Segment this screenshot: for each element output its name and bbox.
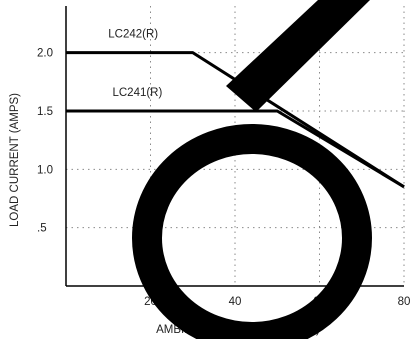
- x-tick-label-1: 40: [229, 296, 242, 308]
- series-line-0: [66, 51, 405, 189]
- y-tick-labels: .5 1.0 1.5 2.0: [37, 48, 53, 235]
- y-axis-label: LOAD CURRENT (AMPS): [9, 93, 21, 227]
- series-line-1: [66, 109, 405, 189]
- series-label-0: LC242(R): [108, 29, 158, 41]
- overlay-stroke: [226, 0, 370, 112]
- y-tick-label-2: 1.5: [37, 106, 53, 118]
- series-labels: LC242(R) LC241(R): [108, 29, 162, 99]
- overlay-ring: [132, 124, 372, 339]
- y-tick-label-0: .5: [37, 223, 47, 235]
- series-label-1: LC241(R): [112, 87, 162, 99]
- x-tick-label-3: 80: [398, 296, 411, 308]
- y-tick-label-3: 2.0: [37, 48, 53, 60]
- y-tick-label-1: 1.0: [37, 164, 53, 176]
- series-lines: [66, 51, 405, 189]
